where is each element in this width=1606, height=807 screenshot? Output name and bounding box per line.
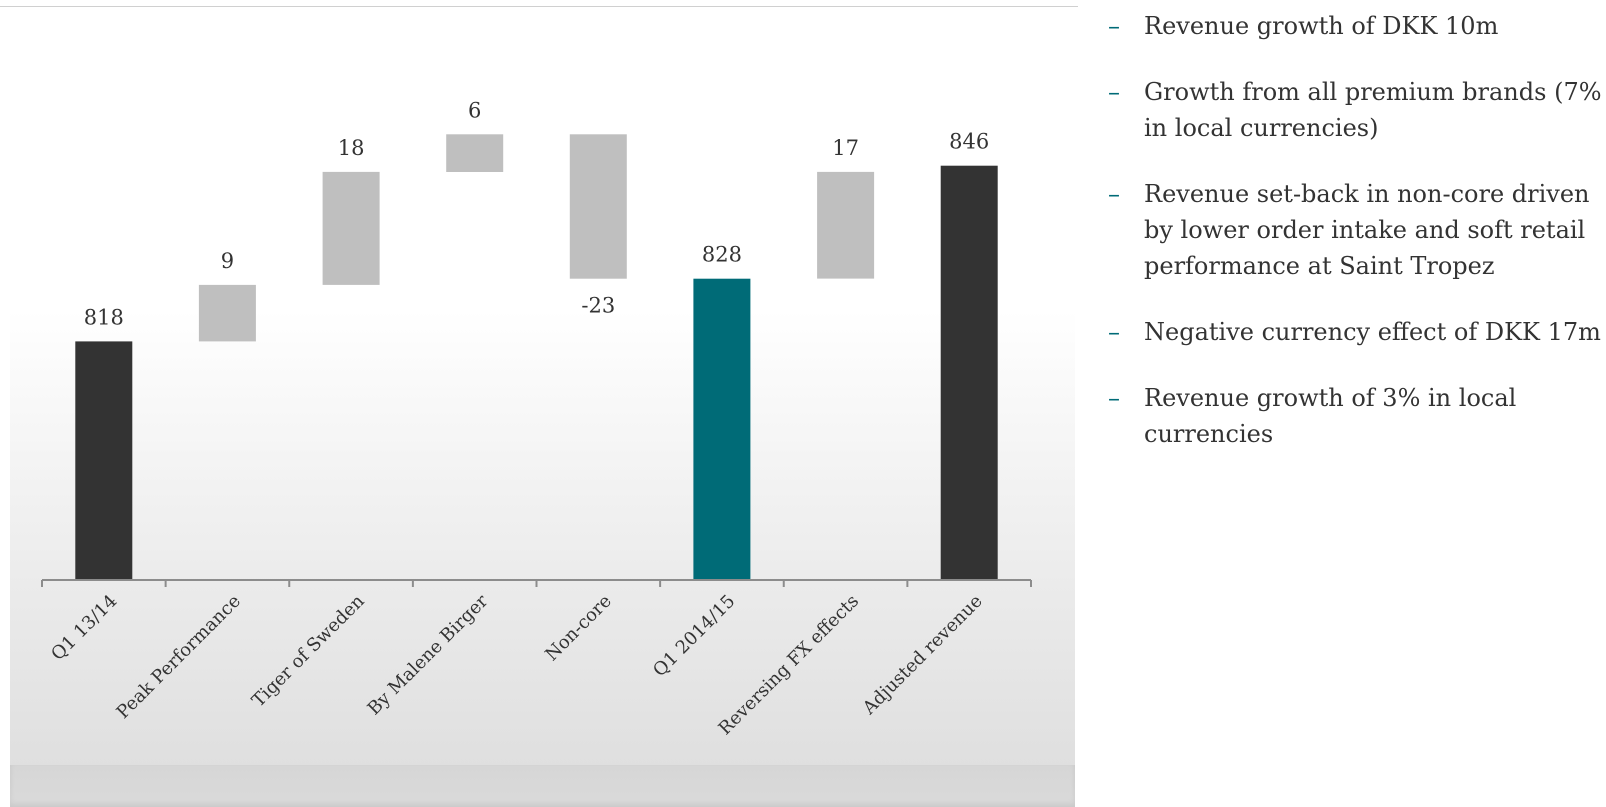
bullet-dash-icon: – <box>1108 318 1120 346</box>
value-label: 9 <box>221 249 234 273</box>
bullet-text: Growth from all premium brands (7% in lo… <box>1144 78 1602 142</box>
bullet-item: – Revenue set-back in non-core driven by … <box>1108 176 1603 284</box>
waterfall-bar <box>940 165 998 580</box>
chart-panel <box>10 310 1075 807</box>
value-label: -23 <box>581 294 615 318</box>
waterfall-bar <box>693 278 751 580</box>
value-label: 18 <box>338 136 365 160</box>
bullet-item: – Growth from all premium brands (7% in l… <box>1108 74 1603 146</box>
category-label: Non-core <box>541 591 616 666</box>
category-label: Tiger of Sweden <box>248 590 369 711</box>
chart-background <box>10 310 1075 782</box>
waterfall-bar <box>446 134 504 172</box>
category-label: Peak Performance <box>113 591 245 723</box>
category-label: Q1 13/14 <box>47 591 121 665</box>
waterfall-bar <box>198 284 256 342</box>
value-label: 6 <box>468 98 481 122</box>
bullet-item: – Revenue growth of DKK 10m <box>1108 8 1603 44</box>
bullet-item: – Negative currency effect of DKK 17m <box>1108 314 1603 350</box>
value-label: 17 <box>832 136 859 160</box>
waterfall-bar <box>569 134 627 279</box>
bullet-text: Revenue set-back in non-core driven by l… <box>1144 180 1590 280</box>
waterfall-bar <box>817 171 875 279</box>
chart-footer-band <box>10 765 1075 807</box>
category-label: Reversing FX effects <box>715 591 864 740</box>
value-label: 818 <box>84 305 124 329</box>
bullet-dash-icon: – <box>1108 180 1120 208</box>
value-label: 846 <box>949 130 989 154</box>
bullet-text: Revenue growth of 3% in local currencies <box>1144 384 1517 448</box>
waterfall-bar <box>322 171 380 285</box>
bullet-dash-icon: – <box>1108 78 1120 106</box>
bullet-text: Revenue growth of DKK 10m <box>1144 12 1499 40</box>
waterfall-chart: 818 Q1 13/14 9 Peak Performance 18 Tiger of S… <box>41 98 1032 740</box>
bullet-dash-icon: – <box>1108 12 1120 40</box>
value-label: 828 <box>702 243 742 267</box>
bullet-text: Negative currency effect of DKK 17m <box>1144 318 1601 346</box>
category-label: Adjusted revenue <box>858 591 987 720</box>
category-label: By Malene Birger <box>364 590 493 719</box>
bullet-list: – Revenue growth of DKK 10m – Growth from … <box>1108 8 1603 482</box>
top-rule <box>0 6 1078 7</box>
bullet-dash-icon: – <box>1108 384 1120 412</box>
waterfall-bar <box>75 341 133 580</box>
bullet-item: – Revenue growth of 3% in local currencie… <box>1108 380 1603 452</box>
category-label: Q1 2014/15 <box>649 591 739 681</box>
